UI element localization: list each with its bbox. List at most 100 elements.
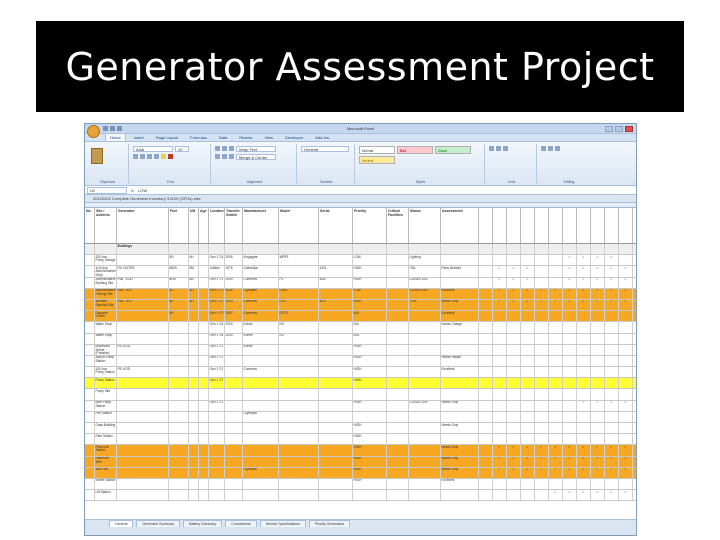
cell[interactable] (225, 478, 243, 490)
cell[interactable] (507, 244, 521, 255)
cell[interactable] (353, 389, 387, 400)
cell[interactable] (199, 478, 209, 490)
cell[interactable]: Gen 1 '07 (209, 288, 225, 299)
cell[interactable] (85, 400, 95, 411)
check-cell[interactable] (479, 367, 493, 378)
check-cell[interactable] (493, 434, 507, 445)
align-bottom-icon[interactable] (229, 146, 234, 151)
check-cell[interactable]: ✓ (633, 289, 636, 299)
cell[interactable] (117, 434, 169, 445)
check-cell[interactable]: ✓ (549, 490, 563, 501)
cell[interactable] (85, 423, 95, 434)
check-cell[interactable] (549, 411, 563, 422)
cell[interactable] (169, 467, 189, 478)
check-cell[interactable]: ✓ (549, 456, 563, 467)
check-cell[interactable] (549, 400, 563, 411)
cell[interactable] (199, 411, 209, 422)
check-cell[interactable] (577, 333, 591, 344)
check-cell[interactable] (549, 478, 563, 490)
cell[interactable]: KD (279, 322, 319, 333)
cell[interactable]: Needs Only (441, 400, 479, 411)
cell[interactable]: Reservoir Well (95, 456, 117, 467)
cell[interactable] (319, 288, 353, 299)
cell[interactable] (225, 244, 243, 255)
cell[interactable] (169, 423, 189, 434)
cell[interactable] (243, 389, 279, 400)
cell[interactable]: Parts Needed (441, 266, 479, 277)
check-cell[interactable] (619, 311, 633, 322)
check-cell[interactable] (521, 490, 535, 501)
check-cell[interactable]: ✓ (535, 467, 549, 478)
cell[interactable] (199, 244, 209, 255)
check-cell[interactable]: ✓ (605, 299, 619, 311)
check-cell[interactable] (563, 355, 577, 367)
cell[interactable] (169, 389, 189, 400)
check-cell[interactable] (563, 344, 577, 355)
sheet-tab[interactable]: Connections (225, 519, 257, 527)
check-cell[interactable]: ✓ (563, 277, 577, 288)
cell[interactable]: Administrative Building Site (95, 277, 117, 288)
cell[interactable] (409, 355, 441, 367)
cell[interactable]: TPAL (409, 299, 441, 311)
cell[interactable]: Gen 1 '07 (209, 299, 225, 311)
cell[interactable]: Gen 1 '07 (209, 378, 225, 389)
check-cell[interactable]: ✓ (507, 467, 521, 478)
check-cell[interactable] (549, 266, 563, 277)
cell[interactable] (117, 423, 169, 434)
cell[interactable]: 8D (169, 299, 189, 311)
align-right-icon[interactable] (229, 154, 234, 159)
cell[interactable] (387, 344, 409, 355)
check-cell[interactable] (577, 367, 591, 378)
cell[interactable]: 6H (189, 255, 199, 266)
check-cell[interactable] (535, 367, 549, 378)
check-cell[interactable] (493, 333, 507, 344)
check-cell[interactable] (619, 434, 633, 445)
check-cell[interactable]: ✓ (493, 456, 507, 467)
cell[interactable]: Gen 1 '07 (209, 311, 225, 322)
cell[interactable] (279, 378, 319, 389)
cell[interactable] (619, 244, 633, 255)
cell[interactable] (117, 467, 169, 478)
check-cell[interactable]: ✓ (591, 299, 605, 311)
cell[interactable]: Dispatch Center (95, 311, 117, 322)
check-cell[interactable] (535, 434, 549, 445)
align-left-icon[interactable] (215, 154, 220, 159)
check-cell[interactable] (535, 311, 549, 322)
check-cell[interactable] (479, 311, 493, 322)
cell[interactable] (117, 311, 169, 322)
check-cell[interactable] (535, 423, 549, 434)
check-cell[interactable] (521, 255, 535, 266)
delete-cells-icon[interactable] (496, 146, 501, 151)
cell[interactable]: 8D (169, 288, 189, 299)
check-cell[interactable]: ✓ (507, 277, 521, 288)
cell[interactable] (209, 467, 225, 478)
cell[interactable] (279, 478, 319, 490)
cell[interactable]: Pub., ROI (117, 299, 169, 311)
cell[interactable]: Excellent (441, 288, 479, 299)
check-cell[interactable] (479, 478, 493, 490)
check-cell[interactable] (521, 389, 535, 400)
cell[interactable] (409, 333, 441, 344)
ribbon-tab-add-ins[interactable]: Add-Ins (315, 135, 330, 140)
cell[interactable] (225, 378, 243, 389)
check-cell[interactable] (507, 311, 521, 322)
check-cell[interactable]: ✓ (619, 490, 633, 501)
cell[interactable]: Reservoir Station (95, 445, 117, 456)
cell[interactable] (409, 344, 441, 355)
cell[interactable] (521, 244, 535, 255)
cell[interactable] (409, 389, 441, 400)
check-cell[interactable]: ✓ (591, 255, 605, 266)
check-cell[interactable] (535, 490, 549, 501)
check-cell[interactable] (633, 434, 636, 444)
check-cell[interactable] (563, 434, 577, 445)
merge-center-button[interactable]: Merge & Center (236, 154, 276, 160)
check-cell[interactable] (493, 378, 507, 389)
cell[interactable]: Pump Site (95, 389, 117, 400)
check-cell[interactable] (535, 355, 549, 367)
sheet-tab[interactable]: Service Specifications (259, 519, 306, 527)
cell[interactable] (169, 322, 189, 333)
check-cell[interactable]: ✓ (619, 400, 633, 411)
cell[interactable] (225, 389, 243, 400)
cell[interactable] (209, 478, 225, 490)
cell[interactable] (319, 434, 353, 445)
